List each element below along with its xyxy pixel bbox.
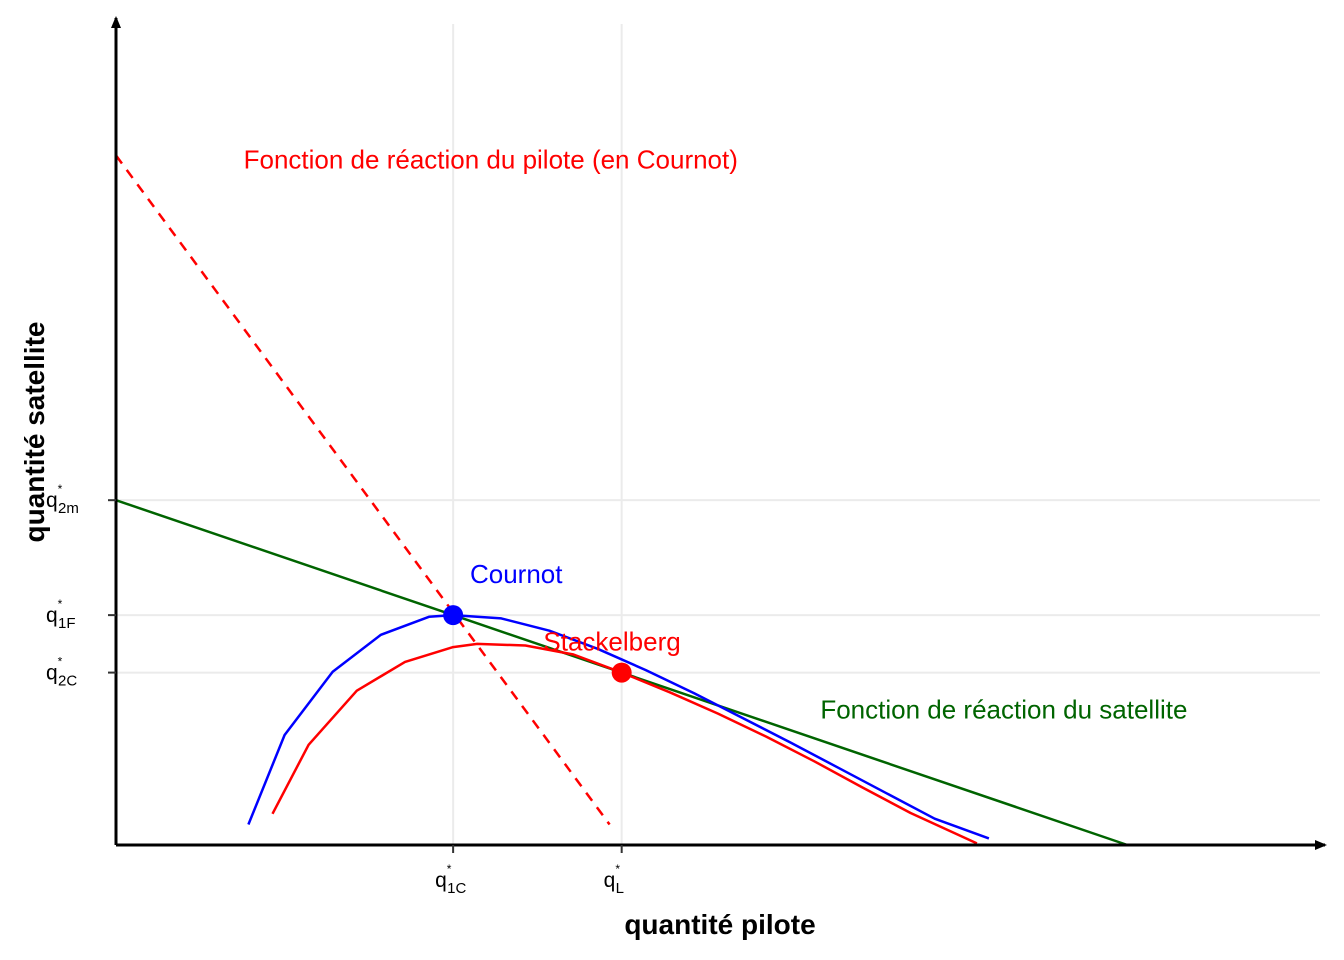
annotations-group: Fonction de réaction du pilote (en Courn… <box>244 144 1188 724</box>
x-tick-label-1-sub: L <box>616 880 624 897</box>
points-group <box>443 605 632 683</box>
y-tick-label-1-sub: 1F <box>58 615 76 632</box>
y-tick-label-2-sub: 2C <box>58 673 77 690</box>
x-tick-label-1-base: q <box>604 869 616 892</box>
x-tick-label-1: q * L <box>604 862 624 897</box>
y-tick-label-0-sub: 2m <box>58 500 79 517</box>
x-tick-label-0: q * 1C <box>435 862 466 897</box>
point-cournot <box>443 605 464 626</box>
x-tick-label-0-base: q <box>435 869 447 892</box>
y-tick-label-2: q * 2C <box>46 655 77 690</box>
x-axis-title: quantité pilote <box>624 909 815 940</box>
series-pilot-reaction <box>114 154 611 826</box>
annotation-2: Stackelberg <box>543 626 680 656</box>
ticks-group: q *1C q *Lq *2mq *1Fq *2C <box>46 482 624 897</box>
x-tick-label-1-sup: * <box>615 862 620 876</box>
annotation-0: Fonction de réaction du pilote (en Courn… <box>244 144 738 174</box>
y-tick-label-0: q * 2m <box>46 482 79 517</box>
grid <box>116 24 1320 845</box>
x-tick-label-0-sup: * <box>447 862 452 876</box>
y-axis-title: quantité satellite <box>19 322 50 543</box>
y-tick-label-0-sup: * <box>58 482 63 496</box>
point-stackelberg <box>611 662 632 683</box>
y-tick-label-2-base: q <box>46 662 58 685</box>
y-tick-label-1-base: q <box>46 604 58 627</box>
y-tick-label-2-sup: * <box>58 655 63 669</box>
y-tick-label-0-base: q <box>46 489 58 512</box>
x-tick-label-0-sub: 1C <box>447 880 466 897</box>
series-isoprofit-stackelberg <box>271 642 978 845</box>
axes <box>111 16 1327 850</box>
annotation-1: Cournot <box>470 559 563 589</box>
y-tick-label-1-sup: * <box>58 597 63 611</box>
series-isoprofit-cournot <box>247 613 990 840</box>
y-tick-label-1: q * 1F <box>46 597 76 632</box>
annotation-3: Fonction de réaction du satellite <box>820 695 1187 725</box>
